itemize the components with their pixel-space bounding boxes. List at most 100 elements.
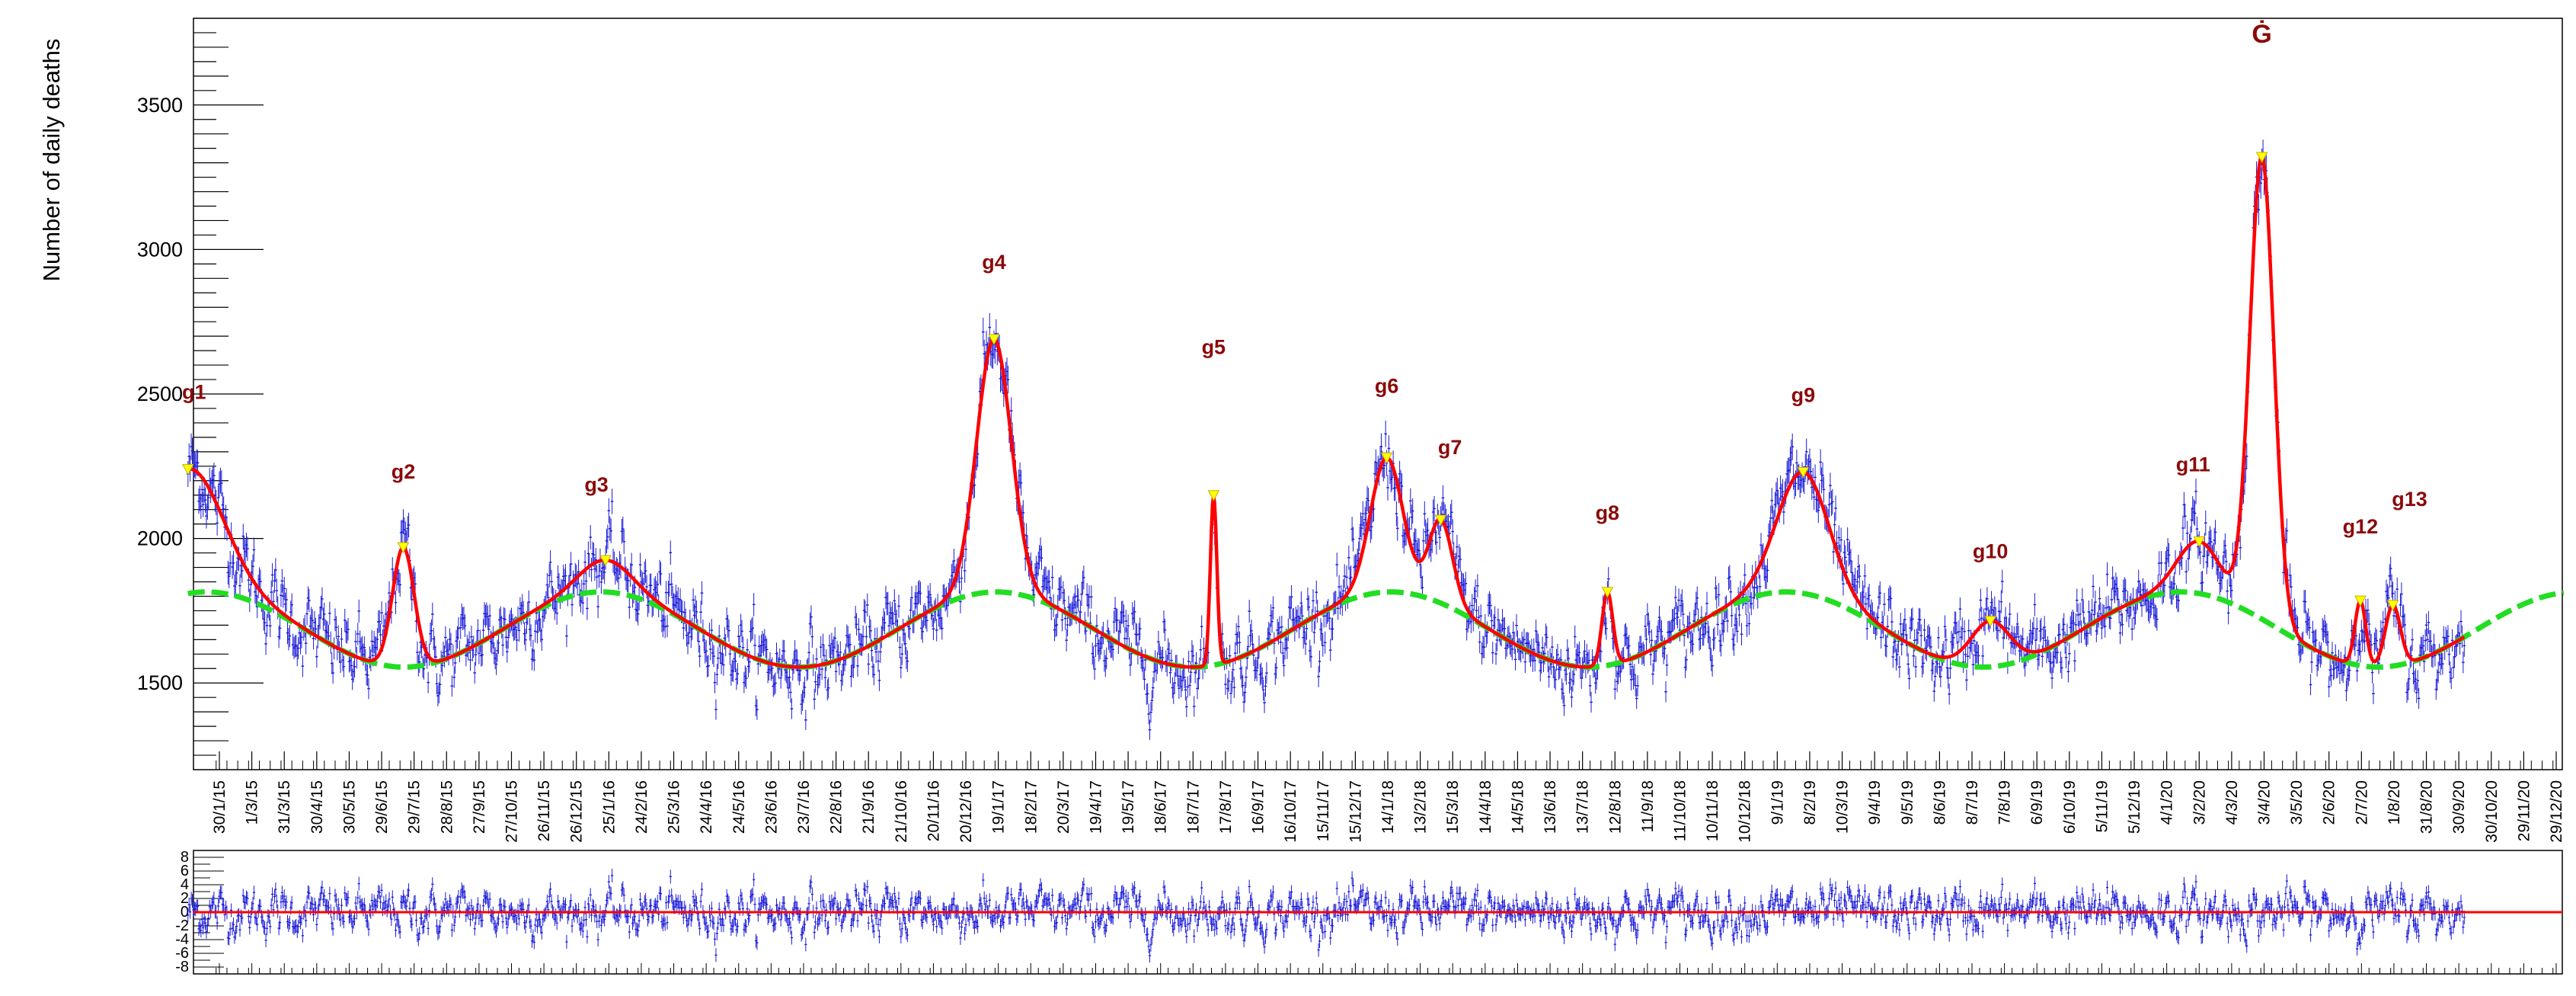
data-point — [740, 620, 743, 643]
data-point — [1740, 623, 1743, 645]
data-point — [1200, 615, 1203, 639]
data-point — [468, 649, 472, 671]
data-point — [447, 643, 450, 666]
data-point — [628, 595, 631, 619]
data-points — [187, 139, 2466, 740]
data-point — [1664, 681, 1667, 703]
data-point — [1323, 631, 1327, 654]
data-point — [227, 564, 231, 588]
x-tick-label: 14/4/18 — [1477, 780, 1494, 834]
data-point — [834, 661, 838, 683]
x-tick-label: 10/3/19 — [1834, 780, 1852, 834]
x-tick-label: 15/3/18 — [1444, 780, 1462, 834]
data-point — [540, 628, 544, 651]
data-point — [727, 619, 730, 642]
data-point — [1347, 545, 1350, 570]
x-tick-label: 18/7/17 — [1184, 780, 1202, 834]
data-point — [331, 661, 334, 684]
data-point — [280, 568, 284, 593]
x-tick-label: 29/11/20 — [2515, 780, 2533, 841]
data-point — [1716, 613, 1720, 636]
data-point — [459, 616, 462, 639]
data-point — [486, 605, 490, 629]
data-point — [714, 699, 718, 720]
data-point — [690, 617, 694, 641]
data-point — [695, 600, 698, 623]
data-point — [232, 550, 235, 575]
data-point — [744, 667, 748, 690]
data-point — [1745, 614, 1749, 637]
data-point — [283, 576, 286, 600]
data-point — [595, 565, 599, 589]
data-point — [506, 640, 509, 663]
data-point — [960, 566, 964, 591]
data-point — [584, 569, 588, 594]
data-point — [771, 657, 774, 680]
data-point — [630, 552, 633, 578]
x-tick-label: 29/7/15 — [406, 780, 423, 834]
data-point — [699, 600, 702, 624]
data-point — [263, 611, 267, 635]
data-point — [721, 642, 724, 665]
x-tick-label: 24/5/16 — [730, 780, 748, 834]
data-point — [897, 594, 900, 618]
data-point — [1094, 634, 1098, 658]
y-axis: 1500 2000 2500 3000 3500 — [137, 32, 264, 756]
data-point — [264, 633, 267, 655]
x-tick-label: 27/9/15 — [471, 780, 488, 834]
data-point — [527, 590, 531, 614]
data-point — [877, 669, 881, 691]
x-tick-label: 18/2/17 — [1022, 780, 1040, 834]
data-point — [963, 559, 967, 583]
x-tick-label: 28/8/15 — [438, 780, 455, 834]
data-point — [380, 601, 383, 625]
data-point — [1090, 585, 1093, 609]
x-tick-label: 16/10/17 — [1282, 780, 1299, 843]
x-tick-label: 4/3/20 — [2223, 780, 2241, 825]
data-point — [1384, 420, 1387, 447]
data-point — [856, 655, 859, 677]
x-tick-label: 8/2/19 — [1801, 780, 1819, 825]
x-tick-label: 21/10/16 — [893, 780, 910, 843]
data-point — [877, 650, 880, 672]
data-point — [1744, 591, 1747, 616]
data-point — [366, 665, 369, 687]
data-point — [376, 628, 379, 651]
data-point — [819, 636, 823, 658]
data-point — [935, 619, 938, 642]
data-point — [715, 664, 719, 686]
data-point — [220, 470, 223, 496]
x-tick-label: 23/7/16 — [795, 780, 813, 834]
data-point — [270, 562, 274, 588]
data-point — [357, 599, 361, 623]
data-point — [524, 628, 527, 652]
data-point — [354, 630, 357, 653]
data-point — [1186, 676, 1190, 698]
data-point — [752, 593, 756, 616]
data-point — [645, 575, 648, 599]
x-tick-label: 20/11/16 — [925, 780, 942, 841]
x-tick-label: 6/10/19 — [2061, 780, 2079, 834]
data-point — [1335, 552, 1339, 577]
data-point — [343, 608, 347, 632]
x-tick-label: 22/8/16 — [828, 780, 845, 834]
data-point — [599, 570, 603, 594]
x-tick-label: 26/12/15 — [568, 780, 586, 843]
x-tick-label: 25/1/16 — [600, 780, 618, 834]
data-point — [1224, 674, 1227, 695]
x-tick-label: 10/11/18 — [1704, 780, 1721, 841]
x-tick-label: 18/6/17 — [1152, 780, 1170, 834]
data-point — [1747, 612, 1751, 636]
data-point — [481, 643, 484, 666]
data-point — [238, 574, 241, 598]
data-point — [494, 653, 498, 675]
x-tick-label: 8/6/19 — [1931, 780, 1948, 825]
data-point — [517, 619, 521, 642]
x-tick-label: 3/5/20 — [2288, 780, 2306, 825]
data-point — [668, 572, 671, 597]
data-point — [569, 552, 573, 576]
data-point — [417, 651, 421, 673]
data-point — [435, 673, 439, 695]
data-point — [565, 624, 568, 648]
